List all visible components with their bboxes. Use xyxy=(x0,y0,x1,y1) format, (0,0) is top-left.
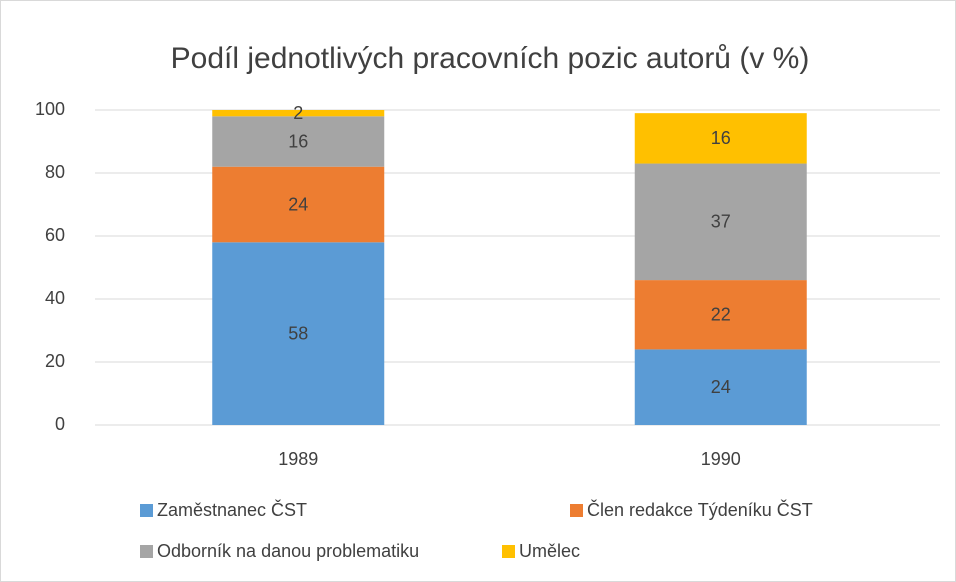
bar-segment xyxy=(634,280,807,350)
data-label: 22 xyxy=(711,305,731,325)
legend-swatch xyxy=(570,504,583,517)
bar-segment xyxy=(634,113,807,164)
data-label: 16 xyxy=(288,131,308,151)
legend-swatch xyxy=(502,545,515,558)
legend-label: Odborník na danou problematiku xyxy=(157,541,419,561)
legend-swatch xyxy=(140,545,153,558)
bar-segment xyxy=(634,163,807,281)
data-label: 37 xyxy=(711,212,731,232)
data-label: 24 xyxy=(288,194,308,214)
x-tick-label: 1989 xyxy=(278,449,318,469)
y-tick-label: 40 xyxy=(45,288,65,308)
bar-segment xyxy=(212,166,385,243)
data-label: 24 xyxy=(711,377,731,397)
data-label: 2 xyxy=(293,103,303,123)
y-tick-label: 100 xyxy=(35,99,65,119)
y-tick-label: 60 xyxy=(45,225,65,245)
y-tick-label: 0 xyxy=(55,414,65,434)
chart-title: Podíl jednotlivých pracovních pozic auto… xyxy=(171,42,810,75)
y-tick-label: 80 xyxy=(45,162,65,182)
bar-segment xyxy=(634,349,807,425)
bar-segment xyxy=(212,116,385,167)
bar-segment xyxy=(212,242,385,425)
legend-swatch xyxy=(140,504,153,517)
x-tick-label: 1990 xyxy=(701,449,741,469)
data-label: 58 xyxy=(288,323,308,343)
y-tick-label: 20 xyxy=(45,351,65,371)
legend-label: Umělec xyxy=(519,541,580,561)
bar-segment xyxy=(212,110,385,117)
data-label: 16 xyxy=(711,128,731,148)
legend-label: Zaměstnanec ČST xyxy=(157,499,307,520)
legend-label: Člen redakce Týdeníku ČST xyxy=(587,499,813,520)
